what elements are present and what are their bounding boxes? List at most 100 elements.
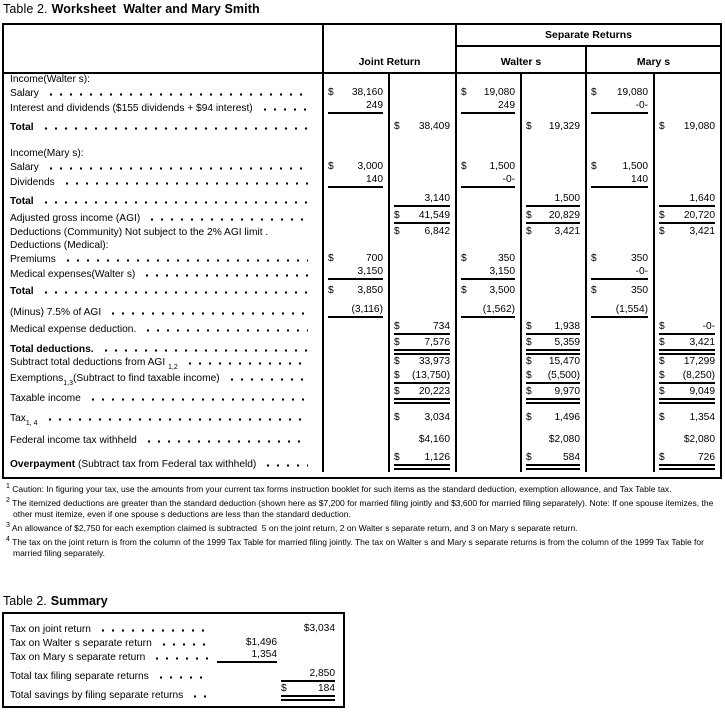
amount-cell: 3,150 [455,266,520,282]
amount-value: $4,160 [418,434,450,445]
table-row: Tax 1, 4 $3,034 $1,496 $1,354 [4,405,720,426]
dollar-sign: $ [659,321,665,332]
dot-leader [152,657,209,660]
amount: -0- [591,100,648,114]
empty-cell [520,299,585,320]
empty-cell [520,161,585,175]
dot-leader [40,127,308,130]
empty-cell [322,74,388,87]
amount: $3,034 [281,623,335,635]
dollar-sign: $ [526,386,532,397]
dollar-sign: $ [659,210,665,221]
table-row: Overpayment (Subtract tax from Federal t… [4,448,720,472]
table-title: Table 2. Worksheet Walter and Mary Smith [3,2,260,16]
empty-cell [322,370,388,386]
dollar-sign: $ [659,412,665,423]
amount-value: 350 [631,285,648,296]
dollar-sign: $ [526,321,532,332]
amount: $584 [526,452,580,470]
amount-cell: $17,299 [653,355,720,370]
amount-value: 1,500 [489,161,516,172]
amount: -0- [461,174,515,188]
row-label: Subtract total deductions from AGI [10,357,168,368]
dollar-sign: $ [591,87,597,98]
amount: (1,554) [591,304,648,318]
empty-cell [520,74,585,87]
row-label-cell: Total deductions. [4,337,322,357]
column-header-joint-return: Joint Return [322,47,455,72]
empty-cell [653,161,720,175]
amount-value: (13,750) [412,370,450,381]
table-row: Medical expenses(Walter s) 3,150 3,150 -0- [4,266,720,282]
row-label: Total [10,286,34,297]
amount: $700 [328,253,383,265]
amount: 3,150 [461,266,515,280]
amount: $1,500 [591,161,648,173]
row-label-cell: Overpayment (Subtract tax from Federal t… [4,448,322,472]
footnotes: 1 Caution: In figuring your tax, use the… [3,483,722,562]
dot-leader [263,464,308,467]
amount: $184 [281,683,335,701]
row-label: Income(Walter s): [10,74,91,85]
row-label: Deductions (Medical): [10,240,109,251]
amount: $350 [591,253,648,265]
empty-cell [520,100,585,116]
empty-cell [322,426,388,448]
amount-value: 3,150 [357,266,384,277]
amount: (3,116) [328,304,383,318]
empty-cell [388,100,455,116]
amount-value: 3,000 [357,161,384,172]
amount-value: $2,080 [548,434,580,445]
empty-cell [455,209,520,226]
amount-cell: 2,850 [281,668,335,682]
amount: $38,409 [394,121,450,133]
amount-cell: $3,421 [653,337,720,357]
dot-leader [184,362,308,365]
amount: $2,080 [526,434,580,446]
empty-cell [455,386,520,406]
amount: $726 [659,452,715,470]
empty-cell [520,148,585,161]
empty-cell [322,240,388,253]
header-row-1: Separate Returns [4,25,720,47]
row-label-cell: Deductions (Community) Not subject to th… [4,226,322,240]
amount-value: 350 [498,253,515,264]
empty-cell [520,266,585,282]
amount: 2,850 [281,668,335,682]
amount-cell: $2,080 [520,426,585,448]
empty-cell [585,386,653,406]
amount-cell: $1,126 [388,448,455,472]
amount: $3,421 [659,337,715,355]
amount: $41,549 [394,210,450,224]
amount-cell: $9,049 [653,386,720,406]
empty-cell [322,355,388,370]
empty-cell [455,135,520,148]
summary-label: Tax on joint return [10,624,91,635]
amount-value: 9,970 [554,386,581,397]
dot-leader [155,676,209,679]
amount: $1,500 [461,161,515,173]
amount-cell: $19,080 [653,116,720,135]
summary-row: Tax on Mary s separate return 1,354 [10,649,335,663]
dollar-sign: $ [659,226,665,237]
dot-leader [61,182,308,185]
row-label: Interest and dividends ($155 dividends +… [10,103,253,114]
dot-leader [259,108,308,111]
spacer-row [4,135,720,148]
dollar-sign: $ [394,370,400,381]
dollar-sign: $ [394,356,400,367]
empty-cell [585,355,653,370]
amount-cell: $3,850 [322,282,388,299]
amount-value: 7,576 [424,337,451,348]
empty-cell [322,337,388,357]
row-label-cell: Income(Mary s): [4,148,322,161]
dollar-sign: $ [328,87,334,98]
empty-cell [653,100,720,116]
dollar-sign: $ [281,683,287,694]
dollar-sign: $ [591,253,597,264]
row-label-cell: Total [4,190,322,209]
amount-cell: $3,421 [520,226,585,240]
header-row-2: Joint Return Walter s Mary s [4,47,720,72]
dot-leader [143,329,308,332]
row-label: Federal income tax withheld [10,435,137,446]
